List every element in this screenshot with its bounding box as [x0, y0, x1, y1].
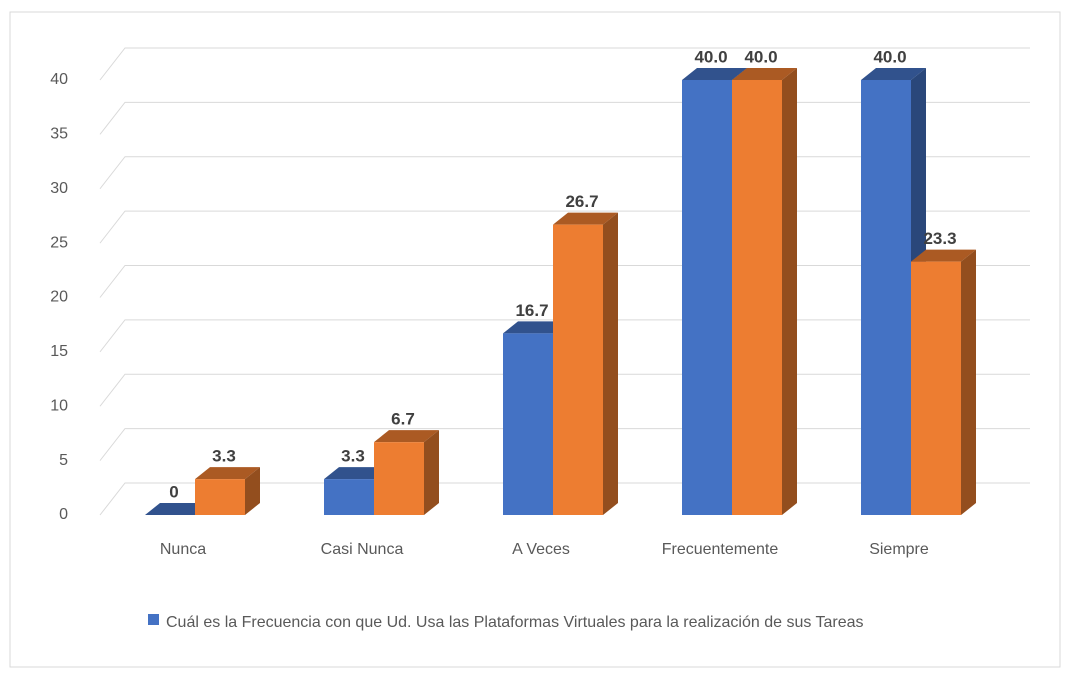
x-tick-label: A Veces: [512, 541, 570, 558]
data-label: 23.3: [923, 229, 956, 248]
x-tick-label: Siempre: [869, 541, 929, 558]
bar: [195, 479, 245, 515]
bar-side: [424, 430, 439, 515]
y-tick-label: 25: [50, 234, 68, 251]
bar-top: [195, 467, 260, 480]
data-label: 40.0: [744, 47, 777, 66]
bar-side: [603, 212, 618, 515]
data-label: 3.3: [212, 447, 236, 466]
y-tick-label: 20: [50, 289, 68, 306]
bar: [324, 479, 374, 515]
bar-top: [861, 68, 926, 80]
bar-top: [732, 68, 797, 80]
bar-top: [682, 68, 747, 80]
data-label: 40.0: [873, 47, 906, 66]
data-label: 26.7: [565, 192, 598, 211]
x-tick-label: Frecuentemente: [662, 541, 779, 558]
bar-top: [553, 212, 618, 225]
bar: [503, 333, 553, 515]
y-tick-label: 0: [59, 506, 68, 523]
data-label: 6.7: [391, 410, 415, 429]
bar: [911, 261, 961, 515]
y-tick-label: 5: [59, 452, 68, 469]
bar-top: [145, 503, 210, 515]
data-label: 40.0: [694, 47, 727, 66]
x-tick-label: Nunca: [160, 541, 206, 558]
y-tick-label: 10: [50, 397, 68, 414]
legend-swatch: [148, 614, 159, 625]
bar-side: [245, 467, 260, 515]
bar: [374, 442, 424, 515]
y-tick-label: 40: [50, 71, 68, 88]
grid-line: [99, 47, 1030, 81]
y-tick-label: 30: [50, 180, 68, 197]
bar-top: [374, 430, 439, 443]
x-tick-label: Casi Nunca: [321, 541, 404, 558]
legend-label: Cuál es la Frecuencia con que Ud. Usa la…: [166, 614, 864, 631]
y-tick-label: 15: [50, 343, 68, 360]
data-label: 0: [169, 482, 178, 501]
bar-side: [782, 68, 797, 515]
y-tick-label: 35: [50, 126, 68, 143]
bar-top: [503, 321, 568, 334]
data-label: 16.7: [515, 301, 548, 320]
bar-top: [911, 249, 976, 262]
bar-side: [961, 249, 976, 516]
bar: [732, 80, 782, 515]
bar-top: [324, 467, 389, 480]
data-label: 3.3: [341, 447, 365, 466]
bars: [145, 68, 976, 516]
bar: [861, 80, 911, 515]
bar: [682, 80, 732, 515]
bar: [553, 224, 603, 515]
chart-border: [9, 11, 1061, 668]
